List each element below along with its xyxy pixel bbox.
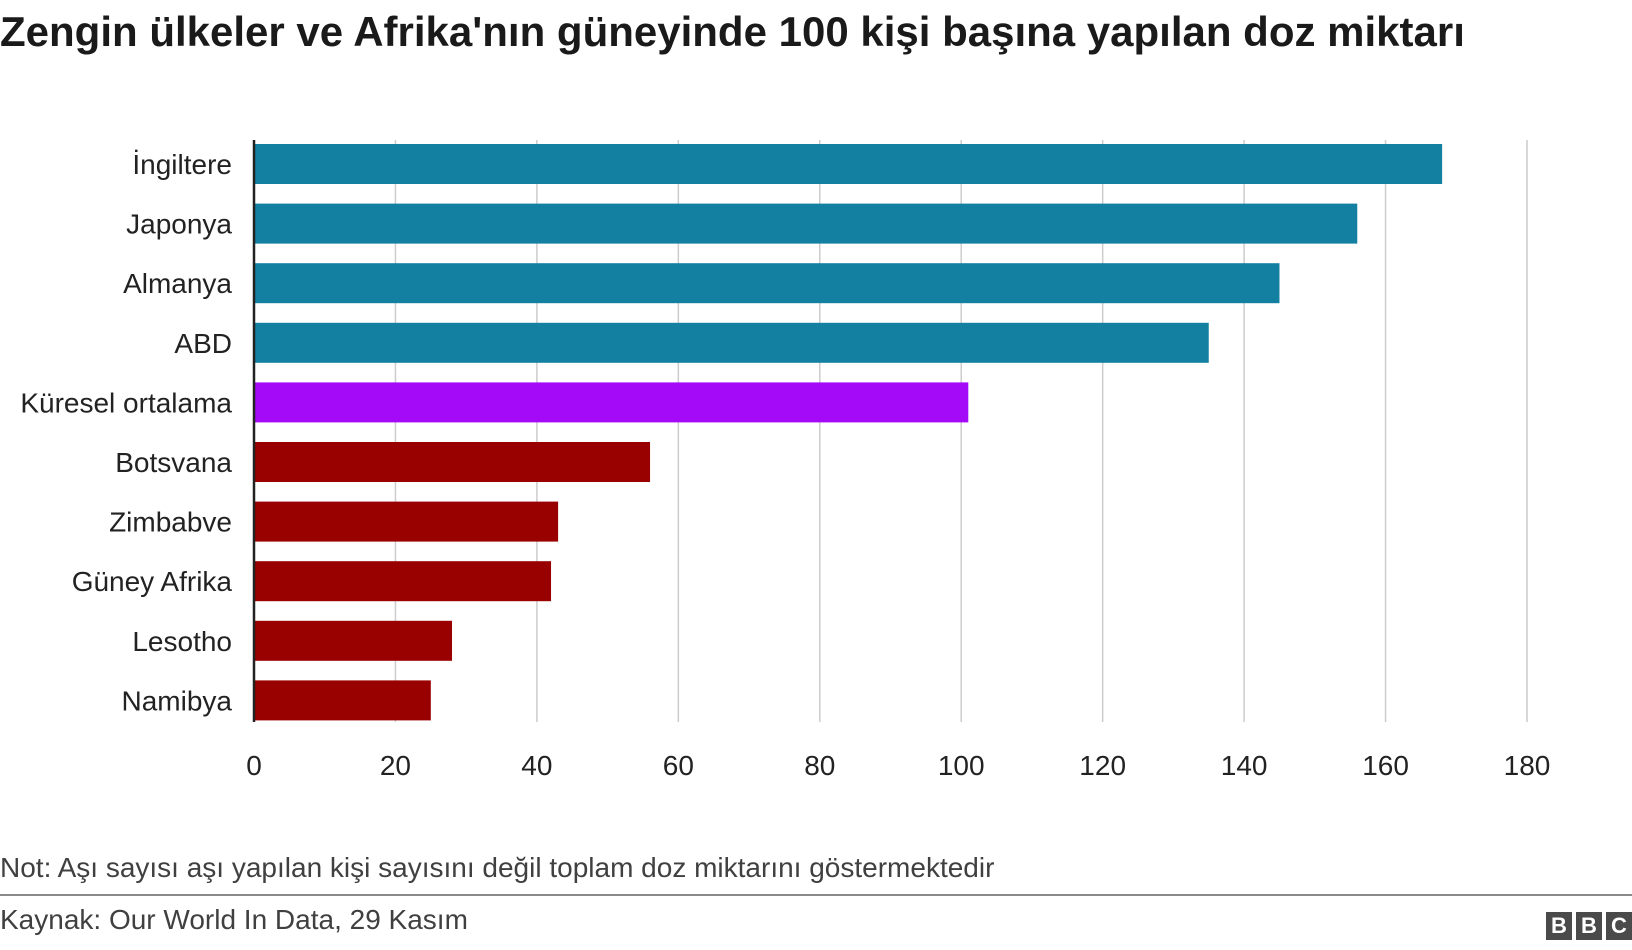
logo-letter: B (1546, 912, 1572, 940)
bar (254, 382, 969, 423)
chart-source: Kaynak: Our World In Data, 29 Kasım (0, 904, 468, 935)
bar (254, 620, 453, 661)
x-tick-label: 20 (380, 750, 411, 781)
chart-note: Not: Aşı sayısı aşı yapılan kişi sayısın… (0, 852, 995, 883)
category-label: ABD (174, 328, 232, 359)
x-tick-label: 160 (1362, 750, 1409, 781)
x-tick-label: 0 (246, 750, 262, 781)
bar (254, 561, 552, 602)
bar (254, 680, 431, 721)
x-tick-label: 60 (663, 750, 694, 781)
category-label: Küresel ortalama (20, 387, 232, 418)
category-label: Japonya (126, 209, 232, 240)
bar (254, 322, 1209, 363)
category-label: Botsvana (115, 447, 232, 478)
bar (254, 501, 559, 542)
x-tick-label: 40 (521, 750, 552, 781)
bar (254, 263, 1280, 304)
category-label: İngiltere (132, 149, 232, 180)
bar (254, 442, 651, 482)
bar (254, 144, 1443, 184)
logo-letter: B (1576, 912, 1602, 940)
category-label: Güney Afrika (72, 566, 233, 597)
x-tick-label: 140 (1221, 750, 1268, 781)
x-tick-label: 80 (804, 750, 835, 781)
logo-letter: C (1606, 912, 1632, 940)
category-label: Lesotho (132, 626, 232, 657)
x-tick-label: 120 (1079, 750, 1126, 781)
x-tick-label: 100 (938, 750, 985, 781)
category-label: Almanya (123, 268, 232, 299)
category-label: Namibya (122, 685, 233, 716)
bar (254, 203, 1358, 244)
chart-title: Zengin ülkeler ve Afrika'nın güneyinde 1… (0, 8, 1465, 55)
bbc-logo: B B C (1546, 912, 1632, 940)
bar-chart: İngiltere Japonya Almanya ABD Küresel ortala… (20, 140, 1551, 781)
category-label: Zimbabve (109, 507, 232, 538)
x-tick-label: 180 (1504, 750, 1551, 781)
footer-divider (0, 894, 1632, 896)
